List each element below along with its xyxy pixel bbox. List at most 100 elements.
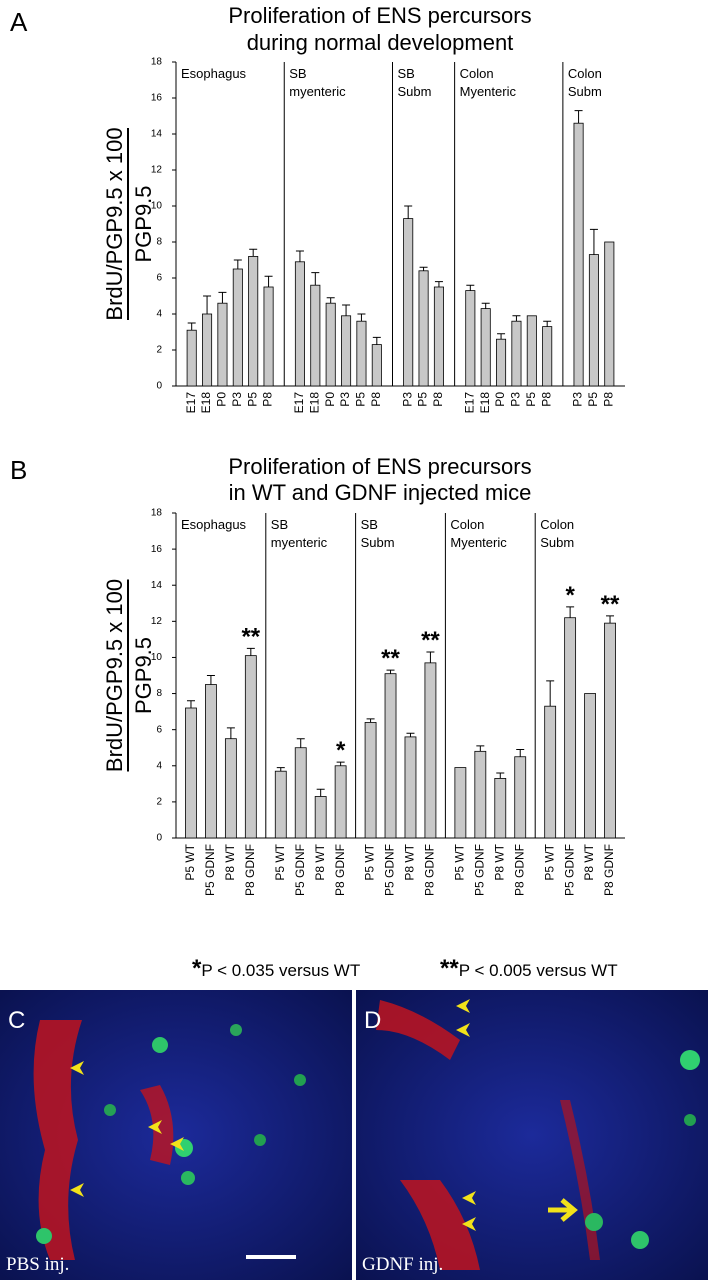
bar [604,622,616,839]
bar [526,315,537,387]
group-label: Subm [398,84,432,99]
chart-title: Proliferation of ENS percursors [228,3,531,28]
x-tick-label: E18 [478,392,492,414]
x-tick-label: P3 [338,392,352,407]
x-tick-label: P8 [431,392,445,407]
x-tick-label: P5 GDNF [203,844,217,896]
bar [573,122,584,387]
significance-mark: ** [601,591,620,618]
error-bar [497,333,506,340]
group-label: SB [398,66,415,81]
bar [325,302,336,387]
x-tick-label: P5 WT [183,843,197,880]
significance-mark: ** [241,623,260,650]
x-tick-label: P5 [245,392,259,407]
error-bar [566,606,575,618]
y-tick-label: 4 [156,309,162,320]
error-bar [406,732,415,737]
x-tick-label: P5 [416,392,430,407]
chart-title: in WT and GDNF injected mice [229,480,532,505]
bar [334,765,347,839]
bar [584,693,596,839]
group-label: Esophagus [181,517,247,532]
x-tick-label: P5 GDNF [472,844,486,896]
x-tick-label: P5 GDNF [293,844,307,896]
error-bar [434,281,443,287]
bar [205,684,217,839]
error-bar [203,295,212,314]
group-label: Colon [460,66,494,81]
error-bar [419,266,428,271]
y-tick-label: 14 [151,129,163,140]
x-tick-label: P3 [230,392,244,407]
bar [314,796,327,839]
panel-label: A [10,7,28,37]
x-tick-label: P0 [215,392,229,407]
error-bar [516,749,525,757]
footnote: **P < 0.005 versus WT [440,955,618,982]
bar [424,662,437,839]
error-bar [543,320,552,327]
error-bar [316,788,325,797]
bar [371,344,382,387]
error-bar [589,228,598,255]
bar [403,218,414,387]
x-tick-label: P8 WT [223,843,237,880]
bar [244,655,257,839]
x-tick-label: P8 [539,392,553,407]
bar [341,315,352,387]
bar [384,673,397,839]
x-tick-label: P0 [493,392,507,407]
footnote-text: P < 0.005 versus WT [459,961,618,980]
x-tick-label: P8 [261,392,275,407]
micrograph-c [0,990,352,1280]
y-axis-label: PGP9.5 [131,185,156,262]
footnote-text: P < 0.035 versus WT [201,961,360,980]
error-bar [342,304,351,316]
error-bar [233,259,242,269]
significance-mark: ** [421,627,440,654]
bar [494,778,507,839]
group-label: SB [361,517,378,532]
x-tick-label: P8 WT [403,843,417,880]
y-axis-label: BrdU/PGP9.5 x 100 [102,579,127,772]
error-bar [366,718,375,723]
bar [542,326,553,387]
error-bar [264,275,273,287]
significance-mark: * [565,582,575,609]
bar [604,241,615,387]
bar [418,270,429,387]
error-bar [326,297,335,304]
x-tick-label: P5 WT [363,843,377,880]
y-tick-label: 8 [156,688,162,699]
error-bar [426,651,435,663]
x-tick-label: E18 [199,392,213,414]
chart-title: during normal development [247,30,514,55]
x-tick-label: P8 WT [492,843,506,880]
footnote-star: ** [440,955,459,982]
bar [294,261,305,387]
bar [474,750,487,839]
y-tick-label: 8 [156,237,162,248]
x-tick-label: P3 [509,392,523,407]
error-bar [476,745,485,752]
group-label: Colon [450,517,484,532]
y-tick-label: 14 [151,580,163,591]
bar [514,756,527,839]
error-bar [311,272,320,286]
x-tick-label: P8 GDNF [512,844,526,896]
y-tick-label: 12 [151,616,163,627]
y-axis-label: PGP9.5 [131,637,156,714]
bar [232,268,243,387]
bar [454,767,467,839]
error-bar [295,250,304,262]
y-tick-label: 16 [151,544,163,555]
group-label: Esophagus [181,66,247,81]
x-tick-label: P8 GDNF [423,844,437,896]
x-tick-label: E17 [184,392,198,414]
y-tick-label: 6 [156,724,162,735]
group-label: Subm [361,535,395,550]
x-tick-label: P5 [586,392,600,407]
x-tick-label: P5 WT [542,843,556,880]
error-bar [246,647,255,656]
